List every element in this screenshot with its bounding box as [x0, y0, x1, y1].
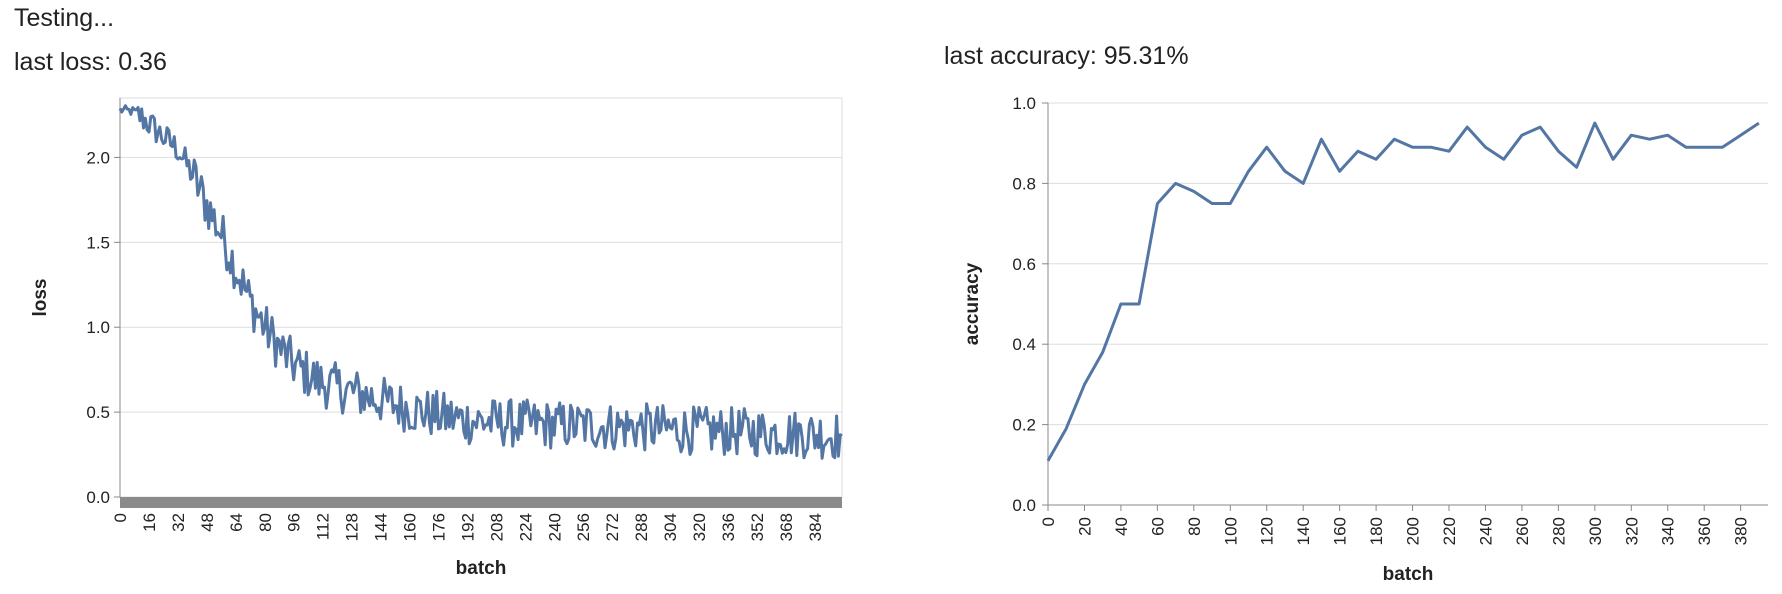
loss-xtick-label: 144: [372, 513, 391, 541]
loss-xtick-label: 384: [806, 513, 825, 541]
loss-xtick-label: 128: [343, 513, 362, 541]
accuracy-ytick-label: 0.6: [1012, 255, 1036, 274]
loss-xtick-label: 320: [690, 513, 709, 541]
loss-ytick-label: 2.0: [86, 148, 110, 167]
accuracy-xtick-label: 380: [1732, 517, 1751, 545]
last-accuracy-caption: last accuracy: 95.31%: [944, 42, 1189, 70]
accuracy-xtick-label: 200: [1404, 517, 1423, 545]
loss-xtick-label: 160: [401, 513, 420, 541]
loss-series-line: [118, 104, 843, 460]
accuracy-xtick-label: 220: [1440, 517, 1459, 545]
accuracy-xtick-label: 320: [1622, 517, 1641, 545]
loss-xtick-label: 368: [777, 513, 796, 541]
loss-ytick-label: 0.5: [86, 403, 110, 422]
accuracy-xtick-label: 180: [1367, 517, 1386, 545]
loss-x-axis-title: batch: [456, 558, 507, 579]
loss-xtick-label: 208: [487, 513, 506, 541]
accuracy-ytick-label: 0.2: [1012, 416, 1036, 435]
accuracy-xtick-label: 280: [1549, 517, 1568, 545]
accuracy-series-line: [1046, 121, 1760, 462]
accuracy-xtick-label: 260: [1513, 517, 1532, 545]
accuracy-xtick-label: 80: [1185, 517, 1204, 536]
accuracy-xtick-label: 0: [1039, 517, 1058, 526]
loss-xtick-label: 352: [748, 513, 767, 541]
accuracy-x-axis-title: batch: [1383, 564, 1434, 585]
loss-xtick-label: 288: [632, 513, 651, 541]
accuracy-xtick-label: 40: [1112, 517, 1131, 536]
loss-x-tick-band: [120, 497, 842, 508]
accuracy-xtick-label: 300: [1586, 517, 1605, 545]
loss-ytick-label: 1.5: [86, 233, 110, 252]
accuracy-ytick-label: 0.0: [1012, 496, 1036, 515]
loss-ytick-label: 0.0: [86, 488, 110, 507]
status-text: Testing...: [14, 4, 115, 32]
loss-y-axis-title: loss: [30, 278, 51, 316]
accuracy-xtick-label: 120: [1258, 517, 1277, 545]
accuracy-ytick-label: 0.8: [1012, 174, 1036, 193]
loss-xtick-label: 80: [256, 513, 275, 532]
loss-xtick-label: 32: [169, 513, 188, 532]
loss-xtick-label: 0: [111, 513, 130, 522]
loss-xtick-label: 336: [719, 513, 738, 541]
loss-xtick-label: 48: [198, 513, 217, 532]
loss-xtick-label: 64: [227, 513, 246, 532]
loss-xtick-label: 240: [545, 513, 564, 541]
accuracy-xtick-label: 100: [1221, 517, 1240, 545]
accuracy-xtick-label: 140: [1294, 517, 1313, 545]
loss-xtick-label: 192: [458, 513, 477, 541]
accuracy-ytick-label: 0.4: [1012, 335, 1036, 354]
accuracy-xtick-label: 240: [1476, 517, 1495, 545]
loss-xtick-label: 272: [603, 513, 622, 541]
accuracy-xtick-label: 160: [1331, 517, 1350, 545]
loss-xtick-label: 96: [285, 513, 304, 532]
accuracy-xtick-label: 60: [1148, 517, 1167, 536]
accuracy-xtick-label: 20: [1075, 517, 1094, 536]
loss-chart: 0.0 0.5 1.0 1.5 2.0 0 16 32 48 64 80 96 112 128 144 160…: [30, 97, 843, 579]
loss-xtick-label: 16: [140, 513, 159, 532]
loss-ytick-label: 1.0: [86, 318, 110, 337]
accuracy-xtick-label: 360: [1695, 517, 1714, 545]
loss-xtick-label: 256: [574, 513, 593, 541]
loss-xtick-label: 112: [314, 513, 333, 540]
loss-xtick-label: 224: [516, 513, 535, 541]
loss-xtick-label: 176: [429, 513, 448, 541]
accuracy-y-axis-title: accuracy: [962, 262, 983, 345]
accuracy-xtick-label: 340: [1659, 517, 1678, 545]
loss-xtick-label: 304: [661, 513, 680, 541]
accuracy-ytick-label: 1.0: [1012, 94, 1036, 113]
last-loss-caption: last loss: 0.36: [14, 48, 167, 76]
